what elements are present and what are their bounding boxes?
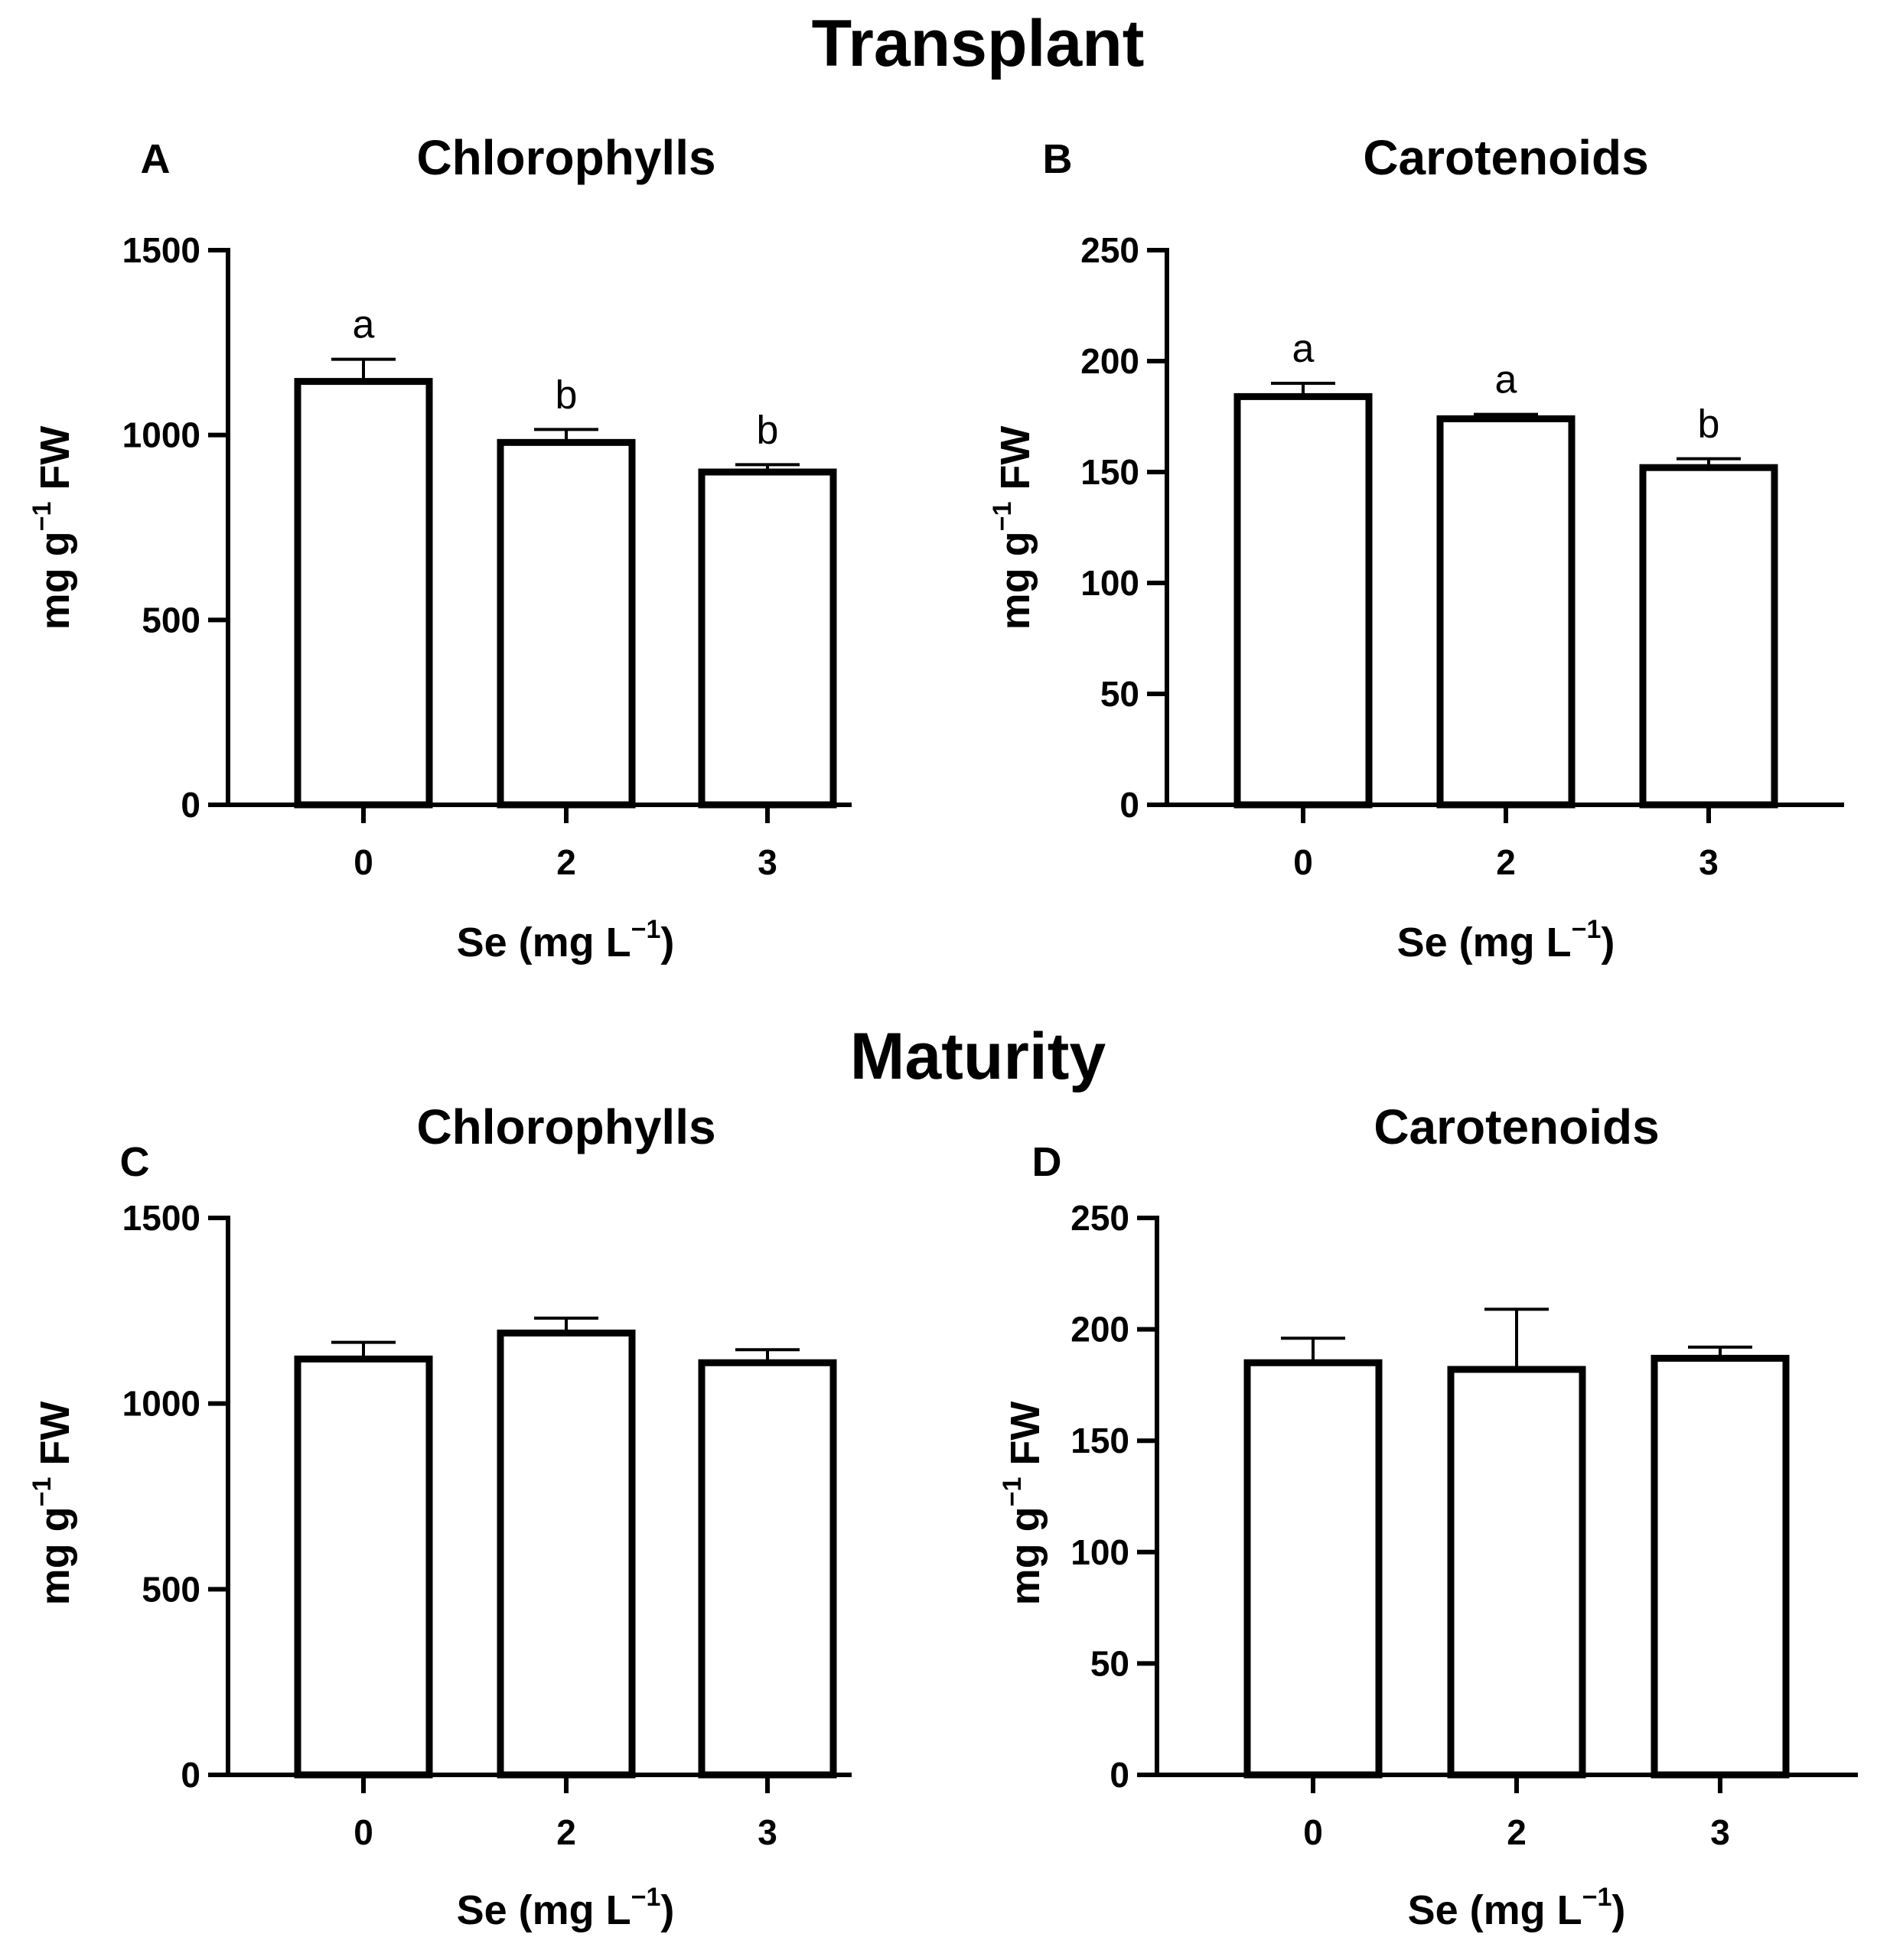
y-tick-label: 250 bbox=[1080, 230, 1139, 270]
section-title-maturity: Maturity bbox=[850, 1020, 1106, 1093]
x-tick-label: 0 bbox=[354, 1812, 373, 1852]
y-tick-label: 1500 bbox=[122, 230, 200, 270]
significance-letter: a bbox=[353, 303, 375, 347]
y-axis-label: mg g−1 FW bbox=[998, 1402, 1048, 1606]
y-tick-label: 0 bbox=[181, 785, 200, 825]
y-tick-label: 50 bbox=[1100, 674, 1139, 714]
significance-letter: a bbox=[1292, 327, 1315, 371]
bar-3 bbox=[698, 1359, 837, 1779]
y-axis-label: mg g−1 FW bbox=[28, 1402, 78, 1606]
significance-letter: b bbox=[556, 373, 578, 417]
x-tick-label: 3 bbox=[1699, 842, 1719, 882]
y-tick-label: 500 bbox=[142, 600, 200, 640]
bar-0 bbox=[1243, 1359, 1383, 1779]
y-tick-label: 0 bbox=[1110, 1755, 1129, 1795]
y-axis-label: mg g−1 FW bbox=[28, 426, 78, 630]
y-tick-label: 1000 bbox=[122, 415, 200, 455]
bar-3 bbox=[1639, 464, 1778, 809]
chart-panel-b: B Carotenoids 0 50 100 150 200 250 0 a 2 a 3 b Se (mg … bbox=[988, 130, 1844, 965]
x-tick-label: 2 bbox=[556, 842, 576, 882]
bar-0 bbox=[1233, 392, 1373, 809]
y-tick-label: 100 bbox=[1070, 1532, 1129, 1572]
chart-panel-c: C Chlorophylls 0 500 1000 1500 0 2 3 Se (mg L−1) m… bbox=[28, 1099, 852, 1933]
x-tick-label: 2 bbox=[1507, 1812, 1527, 1852]
chart-panel-d: D Carotenoids 0 50 100 150 200 250 0 2 3 Se (mg L−1… bbox=[998, 1099, 1858, 1933]
x-tick-label: 3 bbox=[758, 842, 777, 882]
y-tick-label: 100 bbox=[1080, 563, 1139, 603]
y-tick-label: 1500 bbox=[122, 1198, 200, 1238]
chart-title: Chlorophylls bbox=[416, 130, 715, 185]
panel-letter: A bbox=[141, 136, 171, 182]
significance-letter: b bbox=[757, 408, 779, 452]
panel-letter: B bbox=[1043, 136, 1073, 182]
x-axis-label: Se (mg L−1) bbox=[1408, 1883, 1626, 1933]
x-tick-label: 0 bbox=[354, 842, 373, 882]
y-tick-label: 0 bbox=[181, 1755, 200, 1795]
bar-0 bbox=[294, 1355, 433, 1779]
panel-letter: D bbox=[1032, 1139, 1062, 1185]
bar-3 bbox=[1651, 1354, 1790, 1779]
y-tick-label: 200 bbox=[1070, 1310, 1129, 1350]
bar-2 bbox=[497, 1329, 636, 1779]
x-tick-label: 2 bbox=[556, 1812, 576, 1852]
bar-2 bbox=[1436, 415, 1576, 809]
x-tick-label: 3 bbox=[1710, 1812, 1730, 1852]
x-axis-label: Se (mg L−1) bbox=[457, 1883, 675, 1933]
x-tick-label: 3 bbox=[758, 1812, 777, 1852]
section-title-transplant: Transplant bbox=[812, 7, 1145, 80]
y-tick-label: 150 bbox=[1080, 452, 1139, 492]
bar-2 bbox=[1447, 1366, 1586, 1779]
y-tick-label: 50 bbox=[1090, 1643, 1129, 1683]
y-tick-label: 200 bbox=[1080, 341, 1139, 381]
y-tick-label: 0 bbox=[1119, 785, 1139, 825]
chart-title: Chlorophylls bbox=[416, 1099, 715, 1154]
chart-title: Carotenoids bbox=[1363, 130, 1648, 185]
bar-0 bbox=[294, 378, 433, 809]
y-tick-label: 150 bbox=[1070, 1421, 1129, 1460]
x-tick-label: 0 bbox=[1303, 1812, 1323, 1852]
chart-title: Carotenoids bbox=[1374, 1099, 1659, 1154]
x-tick-label: 0 bbox=[1293, 842, 1313, 882]
bar-3 bbox=[698, 468, 837, 809]
chart-panel-a: A Chlorophylls 0 500 1000 1500 0 a 2 b 3 b Se (mg L−… bbox=[28, 130, 852, 965]
x-tick-label: 2 bbox=[1496, 842, 1516, 882]
bar-2 bbox=[497, 438, 636, 809]
x-axis-label: Se (mg L−1) bbox=[457, 915, 675, 965]
x-axis-label: Se (mg L−1) bbox=[1397, 915, 1615, 965]
y-axis-label: mg g−1 FW bbox=[988, 426, 1038, 630]
y-tick-label: 250 bbox=[1070, 1198, 1129, 1238]
panel-letter: C bbox=[120, 1139, 150, 1185]
y-tick-label: 1000 bbox=[122, 1384, 200, 1424]
significance-letter: a bbox=[1495, 358, 1517, 402]
significance-letter: b bbox=[1698, 402, 1720, 447]
y-tick-label: 500 bbox=[142, 1569, 200, 1609]
